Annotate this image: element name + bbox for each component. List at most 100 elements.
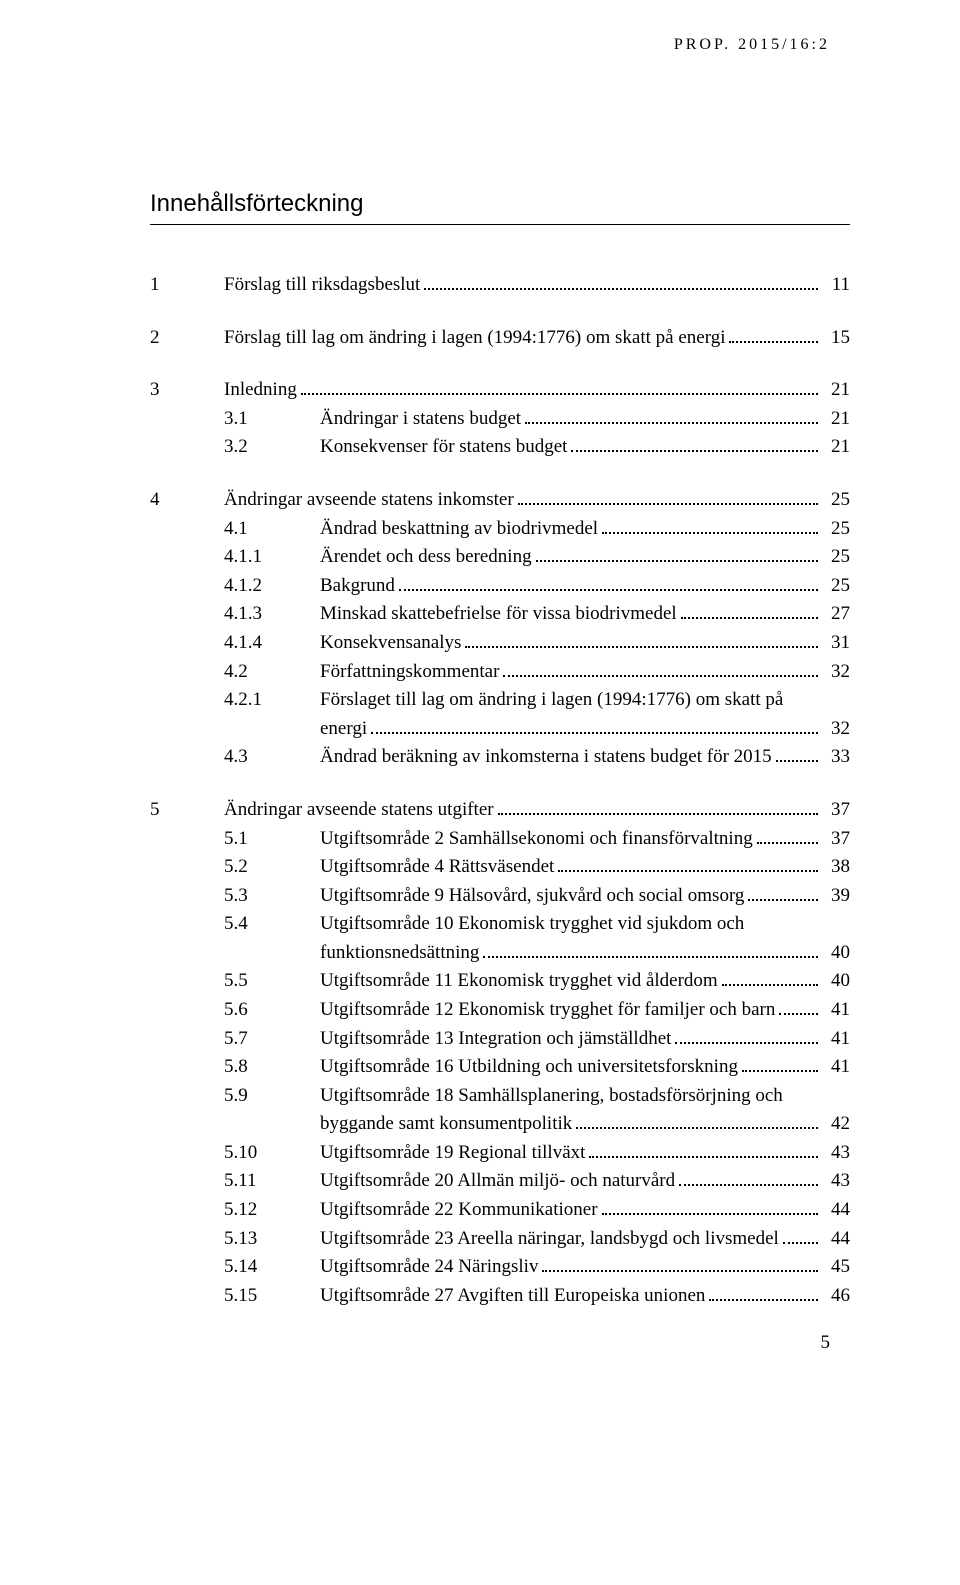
toc-leader-dots <box>571 433 818 452</box>
toc-entry-text: Utgiftsområde 22 Kommunikationer <box>320 1196 598 1225</box>
toc-entry-number: 5.2 <box>150 853 320 882</box>
toc-entry-text: Författningskommentar <box>320 658 499 687</box>
toc-entry-page: 33 <box>822 743 850 772</box>
table-of-contents: 1Förslag till riksdagsbeslut 11 2Förslag t… <box>150 271 850 1310</box>
toc-entry-number: 4.2.1 <box>150 686 320 715</box>
toc-entry-number: 5.13 <box>150 1225 320 1254</box>
toc-leader-dots <box>776 743 818 762</box>
toc-leader-dots <box>525 405 818 424</box>
toc-entry: 5.4Utgiftsområde 10 Ekonomisk trygghet v… <box>150 910 850 939</box>
toc-entry-text: Utgiftsområde 2 Samhällsekonomi och fina… <box>320 825 753 854</box>
toc-entry-number: 4.1.3 <box>150 600 320 629</box>
toc-entry-page: 31 <box>822 629 850 658</box>
toc-entry-page: 21 <box>822 405 850 434</box>
toc-entry: 5.14Utgiftsområde 24 Näringsliv 45 <box>150 1253 850 1282</box>
toc-section: 5Ändringar avseende statens utgifter375.… <box>150 796 850 1311</box>
toc-entry-number: 5.14 <box>150 1253 320 1282</box>
toc-entry-number: 5.3 <box>150 882 320 911</box>
toc-entry: 5Ändringar avseende statens utgifter37 <box>150 796 850 825</box>
toc-entry-number: 4.3 <box>150 743 320 772</box>
toc-leader-dots <box>681 600 818 619</box>
toc-entry: 4.3Ändrad beräkning av inkomsterna i sta… <box>150 743 850 772</box>
toc-entry-number: 4.1.2 <box>150 572 320 601</box>
toc-entry: 4Ändringar avseende statens inkomster25 <box>150 486 850 515</box>
toc-entry: 4.2Författningskommentar32 <box>150 658 850 687</box>
title-rule <box>150 224 850 225</box>
toc-entry-number: 5.15 <box>150 1282 320 1311</box>
toc-entry-number: 4.1.1 <box>150 543 320 572</box>
toc-entry-page: 32 <box>822 715 850 744</box>
toc-entry-number: 5.4 <box>150 910 320 939</box>
toc-entry-number: 1 <box>150 271 224 300</box>
page-header: PROP. 2015/16:2 <box>674 36 830 54</box>
toc-entry-number: 5.1 <box>150 825 320 854</box>
toc-entry-number: 4 <box>150 486 224 515</box>
toc-entry-page: 25 <box>822 543 850 572</box>
toc-entry: 3.2Konsekvenser för statens budget21 <box>150 433 850 462</box>
toc-entry: 2Förslag till lag om ändring i lagen (19… <box>150 324 850 353</box>
toc-entry-text: byggande samt konsumentpolitik <box>320 1110 572 1139</box>
toc-entry-continuation: funktionsnedsättning40 <box>150 939 850 968</box>
toc-entry-number: 5.12 <box>150 1196 320 1225</box>
toc-entry: 4.1.2Bakgrund25 <box>150 572 850 601</box>
toc-entry-text: Utgiftsområde 9 Hälsovård, sjukvård och … <box>320 882 744 911</box>
toc-leader-dots <box>783 1225 818 1244</box>
toc-entry-page: 45 <box>822 1253 850 1282</box>
toc-leader-dots <box>399 572 818 591</box>
toc-entry-page: 21 <box>822 376 850 405</box>
toc-entry: 5.13Utgiftsområde 23 Areella näringar, l… <box>150 1225 850 1254</box>
toc-entry-text: Utgiftsområde 23 Areella näringar, lands… <box>320 1225 779 1254</box>
toc-section: 4Ändringar avseende statens inkomster254… <box>150 486 850 772</box>
toc-entry-text: Förslaget till lag om ändring i lagen (1… <box>320 686 783 715</box>
toc-leader-dots <box>729 324 818 343</box>
toc-entry-number: 3.1 <box>150 405 320 434</box>
toc-entry: 4.2.1Förslaget till lag om ändring i lag… <box>150 686 850 715</box>
toc-entry-text: Utgiftsområde 13 Integration och jämstäl… <box>320 1025 671 1054</box>
toc-entry-page: 43 <box>822 1139 850 1168</box>
toc-leader-dots <box>498 796 818 815</box>
toc-entry-continuation: byggande samt konsumentpolitik 42 <box>150 1110 850 1139</box>
toc-entry-number: 5.5 <box>150 967 320 996</box>
toc-entry-text: Ändringar i statens budget <box>320 405 521 434</box>
toc-entry-text: energi <box>320 715 367 744</box>
toc-leader-dots <box>301 376 818 395</box>
toc-entry-number: 5.6 <box>150 996 320 1025</box>
toc-entry-page: 41 <box>822 996 850 1025</box>
toc-entry: 5.15Utgiftsområde 27 Avgiften till Europ… <box>150 1282 850 1311</box>
toc-entry-number: 5.11 <box>150 1167 320 1196</box>
toc-leader-dots <box>576 1110 818 1129</box>
toc-entry-page: 38 <box>822 853 850 882</box>
toc-entry-text: Inledning <box>224 376 297 405</box>
toc-entry: 5.11Utgiftsområde 20 Allmän miljö- och n… <box>150 1167 850 1196</box>
toc-entry-number: 2 <box>150 324 224 353</box>
toc-entry-page: 40 <box>822 939 850 968</box>
toc-entry-page: 25 <box>822 486 850 515</box>
toc-entry-text: Förslag till riksdagsbeslut <box>224 271 420 300</box>
toc-entry-text: Utgiftsområde 12 Ekonomisk trygghet för … <box>320 996 775 1025</box>
toc-entry-page: 21 <box>822 433 850 462</box>
toc-leader-dots <box>518 486 818 505</box>
toc-entry-page: 42 <box>822 1110 850 1139</box>
toc-entry-text: Utgiftsområde 24 Näringsliv <box>320 1253 538 1282</box>
toc-entry: 3Inledning21 <box>150 376 850 405</box>
toc-entry-page: 37 <box>822 796 850 825</box>
toc-entry: 5.9Utgiftsområde 18 Samhällsplanering, b… <box>150 1082 850 1111</box>
toc-entry-text: Ändrad beräkning av inkomsterna i staten… <box>320 743 772 772</box>
toc-entry-text: Konsekvensanalys <box>320 629 461 658</box>
toc-entry-page: 11 <box>822 271 850 300</box>
toc-leader-dots <box>748 882 818 901</box>
toc-section: 3Inledning213.1Ändringar i statens budge… <box>150 376 850 462</box>
toc-entry-number: 5.9 <box>150 1082 320 1111</box>
toc-entry-text: Utgiftsområde 20 Allmän miljö- och natur… <box>320 1167 675 1196</box>
toc-entry-page: 43 <box>822 1167 850 1196</box>
toc-entry-page: 44 <box>822 1196 850 1225</box>
toc-entry: 5.5Utgiftsområde 11 Ekonomisk trygghet v… <box>150 967 850 996</box>
toc-entry: 5.1Utgiftsområde 2 Samhällsekonomi och f… <box>150 824 850 853</box>
toc-entry-text: Konsekvenser för statens budget <box>320 433 567 462</box>
toc-leader-dots <box>709 1282 818 1301</box>
toc-entry: 4.1Ändrad beskattning av biodrivmedel25 <box>150 515 850 544</box>
toc-section: 2Förslag till lag om ändring i lagen (19… <box>150 324 850 353</box>
toc-leader-dots <box>602 1196 818 1215</box>
document-page: PROP. 2015/16:2 Innehållsförteckning 1Fö… <box>0 0 960 1394</box>
toc-entry-page: 44 <box>822 1225 850 1254</box>
